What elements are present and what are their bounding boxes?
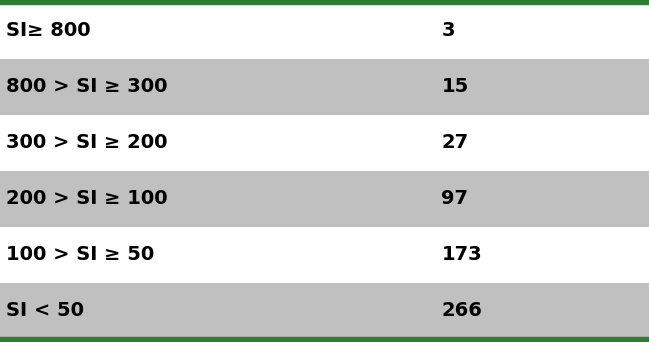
Text: SI < 50: SI < 50 (6, 302, 84, 320)
Bar (0, 115, 649, 171)
Bar (0, 227, 649, 283)
Text: 800 > SI ≥ 300: 800 > SI ≥ 300 (6, 78, 168, 96)
Text: 300 > SI ≥ 200: 300 > SI ≥ 200 (6, 133, 168, 153)
Text: 173: 173 (441, 246, 482, 264)
Text: SI≥ 800: SI≥ 800 (6, 22, 91, 40)
Text: 97: 97 (441, 189, 469, 209)
Text: 266: 266 (441, 302, 482, 320)
Text: 200 > SI ≥ 100: 200 > SI ≥ 100 (6, 189, 168, 209)
Bar (0, 171, 649, 227)
Text: 15: 15 (441, 78, 469, 96)
Text: 27: 27 (441, 133, 469, 153)
Text: 3: 3 (441, 22, 455, 40)
Bar (0, 3, 649, 59)
Text: 100 > SI ≥ 50: 100 > SI ≥ 50 (6, 246, 154, 264)
Bar (0, 59, 649, 115)
Bar (0, 283, 649, 339)
